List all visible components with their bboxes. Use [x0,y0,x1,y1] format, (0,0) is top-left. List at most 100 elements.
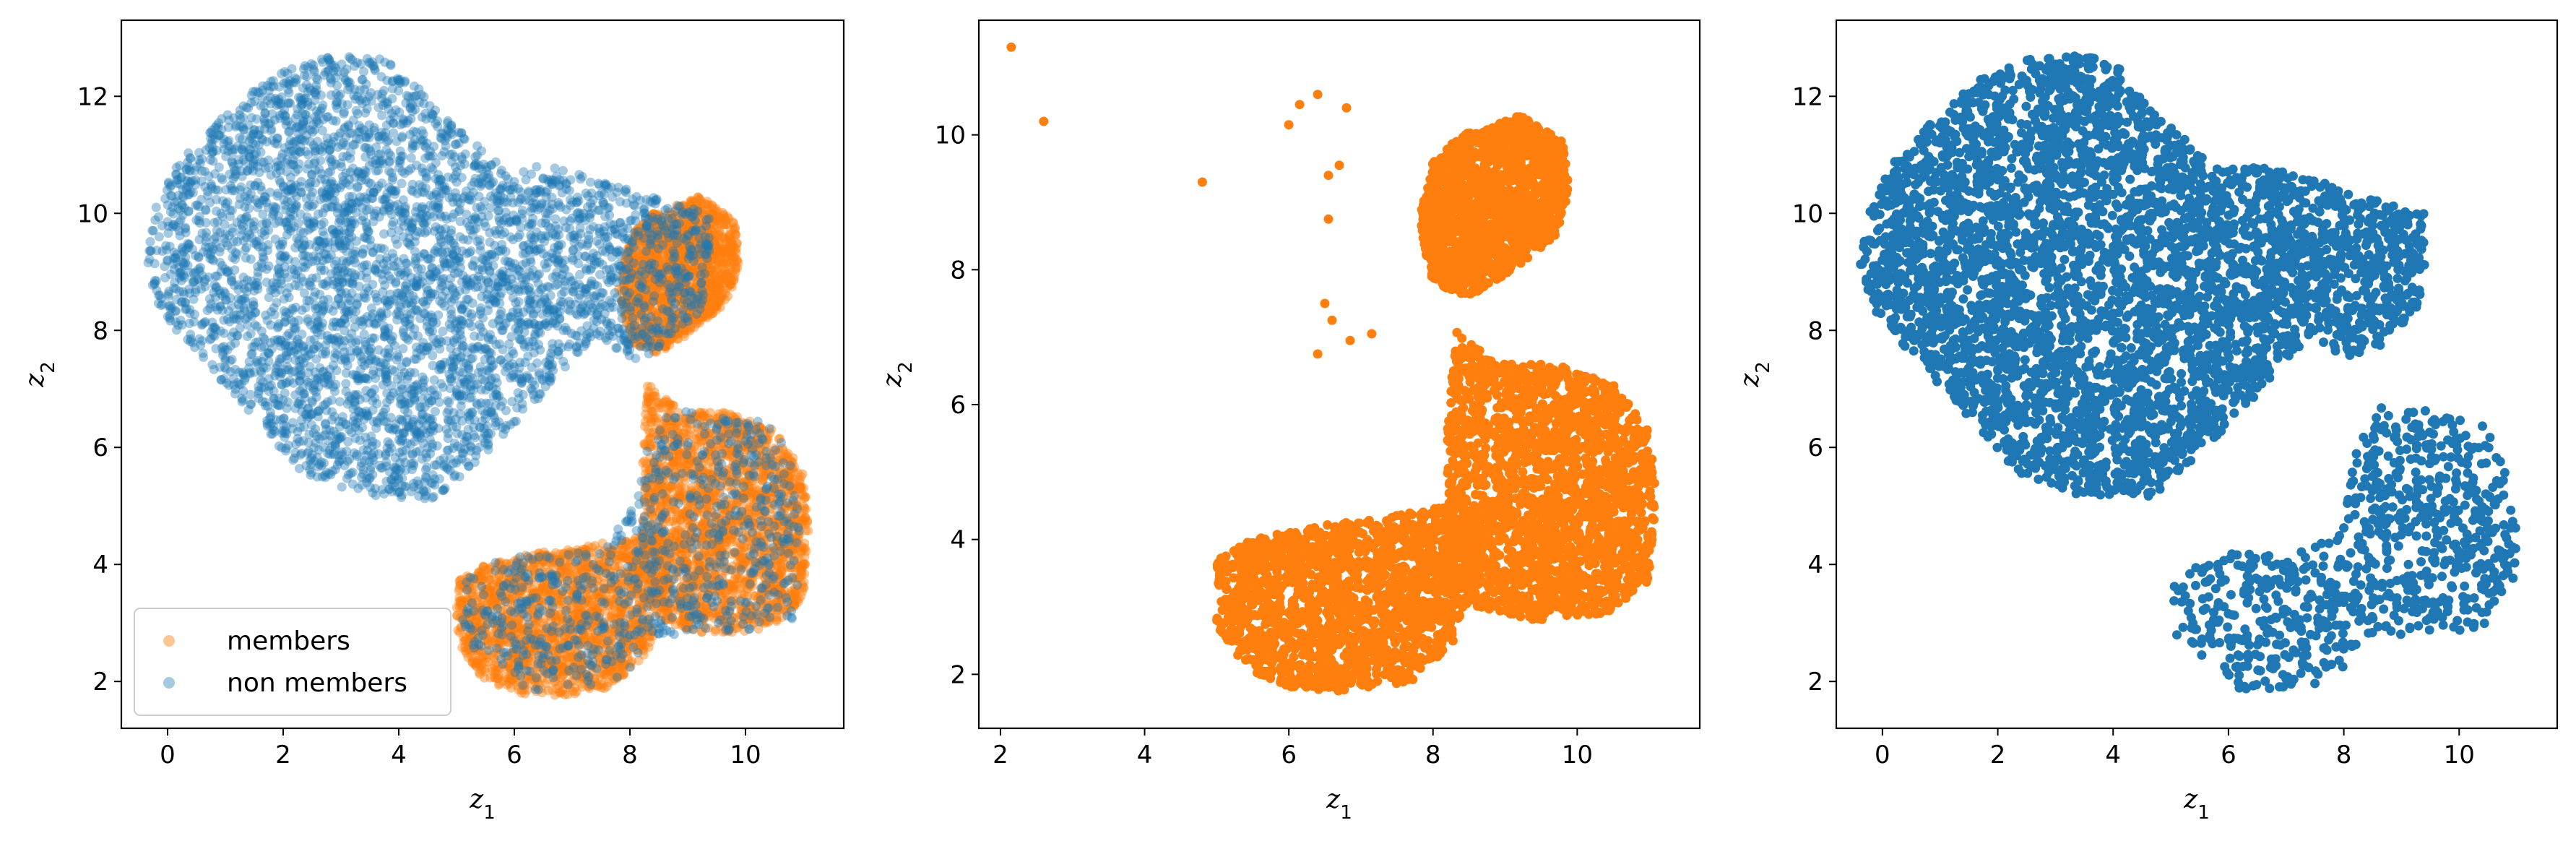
data-point [685,199,695,210]
data-point [662,304,672,314]
data-point [637,331,647,341]
data-point [693,192,704,202]
data-point [683,226,693,236]
data-point [699,240,709,250]
data-point [677,285,687,295]
data-point [703,262,713,272]
data-point [645,262,655,272]
data-point [703,306,713,316]
data-point [651,285,661,295]
data-point [701,246,711,256]
data-point [719,274,728,284]
data-point [654,293,663,303]
data-point [641,417,651,427]
data-point [671,327,681,337]
data-point [654,264,665,274]
data-point [657,311,667,321]
data-point [641,271,651,281]
data-point [665,247,675,257]
data-point [626,336,636,346]
data-point [663,301,673,311]
data-point [683,311,693,321]
data-point [634,267,644,277]
data-point [643,270,653,280]
data-point [678,289,687,299]
data-point [650,249,660,259]
data-point [632,277,642,287]
data-point [636,297,646,307]
data-point [663,219,673,228]
data-point [661,243,671,253]
data-point [631,329,641,339]
data-point [654,264,664,275]
data-point [699,298,709,308]
data-point [723,291,733,301]
data-point [689,203,699,213]
data-point [678,205,688,215]
data-point [619,280,629,290]
data-point [658,224,668,233]
data-point [642,317,652,327]
data-point [709,298,719,309]
data-point [702,294,712,304]
data-point [620,311,630,321]
data-point [675,236,686,246]
data-point [636,263,646,273]
data-point [672,307,682,317]
data-point [701,262,712,272]
data-point [636,233,647,243]
data-point [654,211,664,221]
data-point [652,334,662,344]
data-point [670,311,680,321]
data-point [674,308,684,318]
data-point [686,242,696,252]
data-point [679,208,689,217]
data-point [665,301,675,311]
data-point [689,315,699,324]
data-point [657,319,667,329]
data-point [628,235,639,245]
data-point [680,230,690,241]
data-point [673,260,683,270]
data-point [777,562,787,572]
data-point [714,295,724,305]
data-point [652,217,662,227]
data-point [667,273,677,283]
data-point [696,203,706,213]
data-point [633,298,643,308]
data-point [709,277,719,287]
data-point [652,308,662,318]
data-point [698,308,707,318]
data-point [710,281,720,291]
data-point [702,313,712,323]
data-point [688,310,698,320]
data-point [636,236,646,246]
data-point [631,230,641,240]
data-point [686,298,696,308]
data-point [647,255,657,265]
data-point [651,256,661,266]
data-point [677,254,687,264]
data-point [684,204,694,215]
data-point [720,288,730,298]
data-point [706,286,717,296]
data-point [726,262,736,272]
data-point [677,287,687,297]
data-point [732,238,742,249]
data-point [647,243,657,254]
data-point [697,199,707,209]
data-point [652,271,662,280]
data-point [728,218,738,228]
data-point [658,270,668,280]
data-point [644,324,654,335]
data-point [711,260,721,270]
data-point [712,305,722,315]
data-point [709,204,719,214]
data-point [709,240,719,249]
data-point [648,406,658,416]
data-point [683,251,693,261]
data-point [679,294,689,304]
data-point [635,309,645,319]
data-point [692,300,702,309]
